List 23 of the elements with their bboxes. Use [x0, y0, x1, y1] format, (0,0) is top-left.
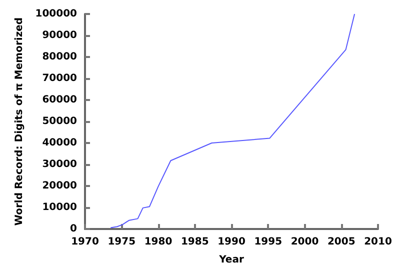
y-tick-label: 20000 — [42, 180, 78, 192]
line-series — [110, 14, 356, 228]
x-tick-label: 1975 — [108, 236, 136, 248]
x-tick-label: 2010 — [364, 236, 392, 248]
x-tick-label: 1990 — [218, 236, 246, 248]
x-tick-label: 1970 — [71, 236, 99, 248]
x-axis-title: Year — [218, 254, 244, 266]
y-tick-label: 40000 — [42, 138, 78, 148]
y-tick-label: 30000 — [42, 159, 78, 170]
y-tick-label: 80000 — [42, 52, 78, 62]
x-tick-label: 1995 — [254, 236, 282, 248]
x-tick-label: 1985 — [180, 236, 209, 248]
x-tick-label: 1980 — [144, 236, 172, 248]
x-tick-label: 2000 — [290, 236, 319, 248]
y-tick-label: 90000 — [42, 30, 78, 41]
y-tick-label: 0 — [70, 224, 78, 234]
y-tick-label: 70000 — [42, 73, 78, 84]
y-tick-label: 100000 — [35, 8, 78, 20]
y-tick-label: 50000 — [42, 116, 78, 127]
y-tick-label: 10000 — [42, 202, 78, 213]
y-tick-label: 60000 — [42, 94, 78, 106]
y-axis-title: World Record: Digits of π Memorized — [14, 17, 25, 226]
x-tick-label: 2005 — [327, 236, 356, 248]
